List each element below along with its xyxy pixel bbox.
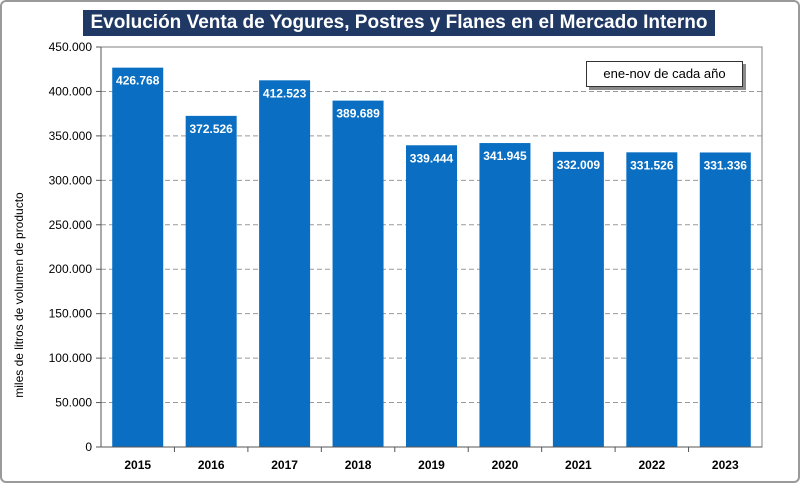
period-note: ene-nov de cada año — [586, 61, 743, 87]
bar-2023 — [699, 152, 751, 447]
y-tick-label: 150.000 — [49, 307, 93, 321]
y-tick-label: 0 — [85, 440, 92, 454]
data-label-2022: 331.526 — [630, 158, 674, 172]
data-label-2016: 372.526 — [189, 122, 233, 136]
bars — [112, 67, 751, 448]
y-tick-label: 200.000 — [49, 262, 93, 276]
x-tick-label: 2018 — [345, 458, 372, 472]
bar-2019 — [406, 145, 457, 447]
data-label-2015: 426.768 — [116, 74, 160, 88]
bar-2017 — [259, 80, 311, 447]
x-tick-label: 2017 — [271, 458, 298, 472]
x-tick-label: 2023 — [712, 458, 739, 472]
y-tick-label: 250.000 — [49, 218, 93, 232]
x-tick-label: 2021 — [565, 458, 592, 472]
chart-title: Evolución Venta de Yogures, Postres y Fl… — [83, 10, 715, 36]
axes — [96, 46, 763, 452]
data-label-2017: 412.523 — [263, 86, 307, 100]
y-tick-label: 50.000 — [55, 396, 92, 410]
data-label-2019: 339.444 — [410, 151, 454, 165]
x-tick-label: 2022 — [638, 458, 665, 472]
y-tick-label: 450.000 — [49, 40, 93, 54]
x-tick-label: 2019 — [418, 458, 445, 472]
bar-2022 — [626, 152, 678, 447]
data-label-2023: 331.336 — [704, 158, 748, 172]
labels: 0 50.000 100.000 150.000 200.000 250.000 300.0… — [49, 40, 748, 472]
y-axis-label: miles de litros de volumen de producto — [12, 192, 26, 398]
y-tick-label: 350.000 — [49, 129, 93, 143]
y-tick-label: 100.000 — [49, 351, 93, 365]
bar-2021 — [552, 151, 604, 447]
x-tick-label: 2020 — [492, 458, 519, 472]
data-label-2018: 389.689 — [336, 107, 380, 121]
bar-2018 — [332, 100, 384, 448]
bar-2016 — [185, 115, 237, 447]
y-tick-label: 400.000 — [49, 84, 93, 98]
y-tick-label: 300.000 — [49, 173, 93, 187]
data-label-2020: 341.945 — [483, 149, 527, 163]
x-tick-label: 2016 — [198, 458, 225, 472]
bar-2020 — [479, 143, 531, 447]
x-tick-label: 2015 — [124, 458, 151, 472]
data-label-2021: 332.009 — [557, 158, 601, 172]
bar-2015 — [112, 67, 164, 447]
